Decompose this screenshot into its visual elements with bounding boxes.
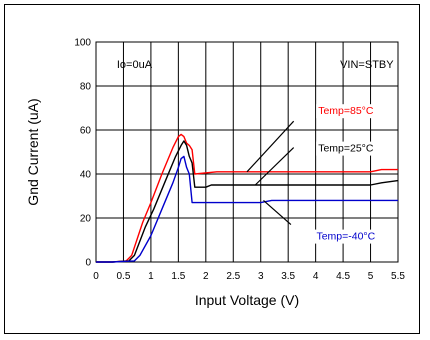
callout-line [246,120,295,173]
series-label-background [314,229,378,244]
x-tick-label: 4.5 [336,271,350,282]
series-line [96,140,399,263]
callout-line [254,147,295,186]
series-line [96,133,398,263]
legend-callouts: Temp=85°C Temp=25°C Temp=-40°C [246,104,378,244]
y-tick-label: 60 [80,126,92,137]
annotation-load-current: Io=0uA [117,59,153,71]
callout-line [263,199,292,226]
y-tick-label: 20 [80,214,92,225]
series-label: Temp=25°C [318,143,374,155]
x-tick-label: 5 [368,271,374,282]
x-tick-label: 0 [93,271,99,282]
x-tick-label: 4 [313,271,319,282]
y-tick-labels: 0 20 40 60 80 100 [74,38,91,269]
y-tick-label: 80 [80,82,92,93]
y-tick-label: 0 [85,258,91,269]
x-tick-label: 2 [203,271,209,282]
series-label: Temp=-40°C [316,231,375,243]
x-tick-label: 3.5 [281,271,295,282]
x-tick-label: 1 [148,271,154,282]
series-label: Temp=85°C [318,105,374,117]
x-axis-label: Input Voltage (V) [195,292,299,308]
series-label-background [316,104,376,119]
x-tick-label: 0.5 [117,271,131,282]
y-axis-label: Gnd Current (uA) [25,98,41,205]
plot-border [95,41,399,263]
series-line [96,155,398,263]
series-label-background [316,141,376,156]
x-tick-label: 2.5 [226,271,240,282]
chart-frame [4,4,420,334]
x-tick-labels: 0 0.5 1 1.5 2 2.5 3 3.5 4 4.5 5 5.5 [93,271,405,282]
series-lines [96,133,399,263]
y-tick-label: 40 [80,170,92,181]
y-tick-label: 100 [74,38,91,49]
annotation-vin-condition: VIN=STBY [340,59,394,71]
x-tick-label: 3 [258,271,264,282]
x-tick-label: 5.5 [391,271,405,282]
x-tick-label: 1.5 [171,271,185,282]
